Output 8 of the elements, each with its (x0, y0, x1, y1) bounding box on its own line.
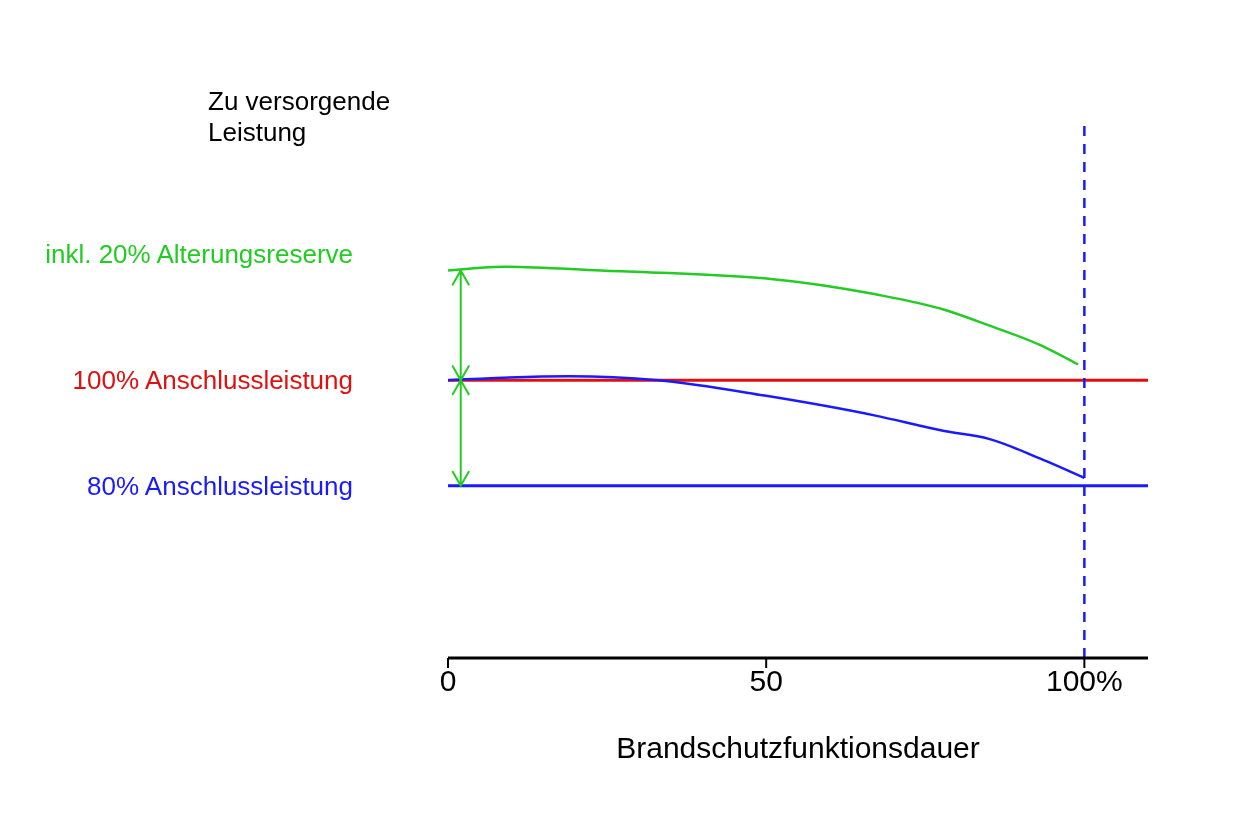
ref-line-label: 80% Anschlussleistung (87, 470, 353, 501)
x-axis-title: Brandschutzfunktionsdauer (616, 731, 980, 764)
x-tick-label: 50 (749, 664, 783, 698)
y-axis-title: Zu versorgende Leistung (208, 86, 392, 148)
text: inkl. 20% Alterungsreserve (45, 238, 353, 269)
x-tick-label: 100% (1046, 664, 1123, 698)
x-tick-label: 0 (439, 664, 457, 698)
ref-line-label: 100% Anschlussleistung (72, 365, 353, 396)
